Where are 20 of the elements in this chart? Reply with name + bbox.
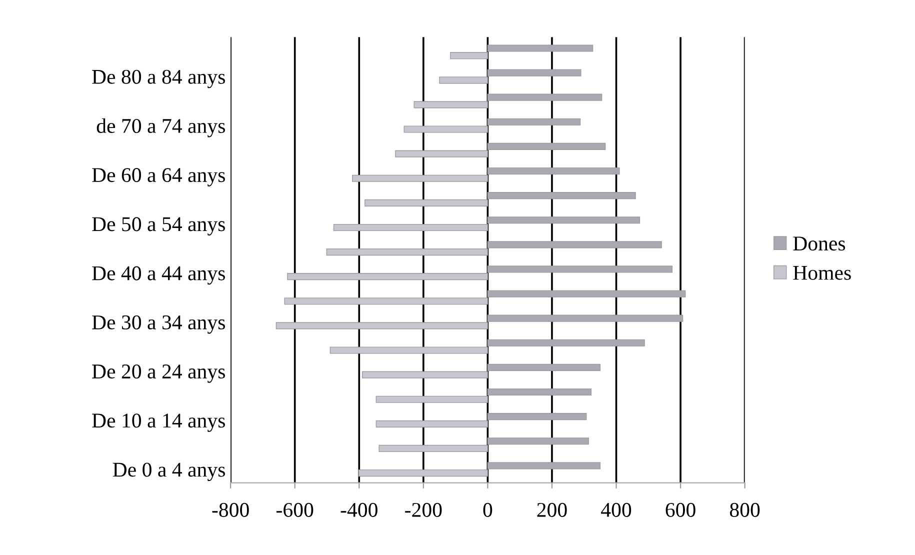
y-tick-label: de 70 a 74 anys (96, 118, 225, 138)
y-tick-label: De 30 a 34 anys (92, 315, 225, 334)
y-tick-label: De 0 a 4 anys (112, 462, 225, 482)
y-tick-label: De 10 a 14 anys (92, 414, 225, 432)
legend-label: Homes (793, 266, 851, 280)
y-tick-label: De 80 a 84 anys (92, 70, 225, 88)
y-tick-label: De 20 a 24 anys (92, 364, 225, 383)
y-tick-label: De 50 a 54 anys (92, 217, 225, 236)
legend-label: Dones (793, 236, 846, 251)
x-tick-label: 0 (483, 502, 492, 517)
x-tick-label: 800 (730, 502, 760, 517)
x-tick-label: 200 (537, 502, 567, 517)
y-tick-label: De 40 a 44 anys (92, 266, 225, 285)
y-tick-label: De 60 a 64 anys (92, 168, 225, 186)
x-tick-label: 400 (601, 502, 632, 517)
x-tick-label: -800 (212, 502, 249, 517)
x-tick-label: -200 (405, 502, 442, 517)
x-tick-label: -600 (276, 502, 314, 517)
x-tick-label: -400 (340, 502, 378, 517)
x-tick-label: 600 (666, 502, 696, 517)
